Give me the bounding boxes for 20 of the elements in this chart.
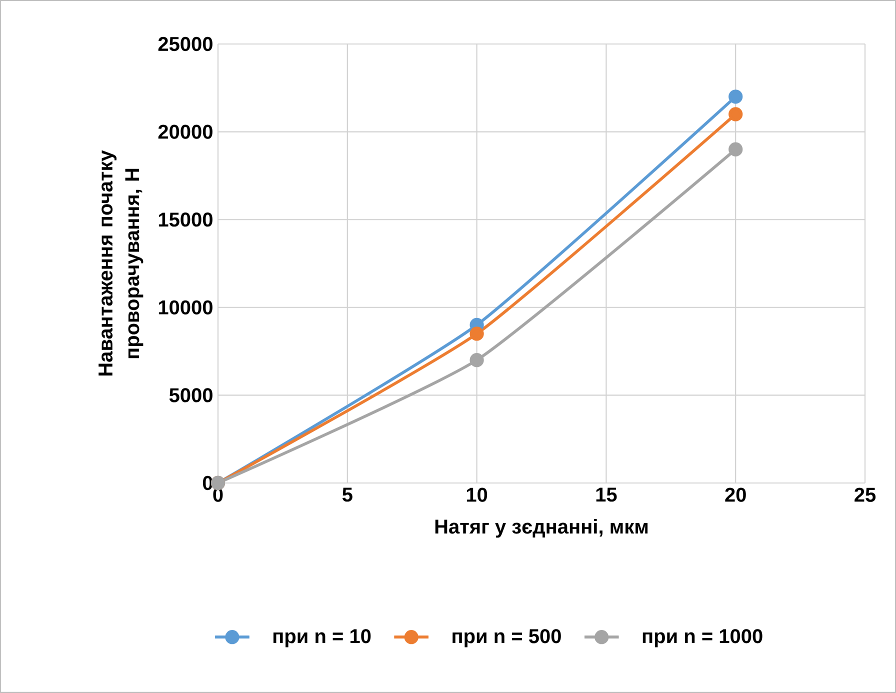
- point: [470, 353, 484, 368]
- x-tick-label: 25: [854, 488, 876, 502]
- legend-label: при n = 1000: [642, 629, 762, 648]
- y-tick-label: 20000: [158, 124, 212, 139]
- y-tick-label: 5000: [169, 388, 212, 402]
- legend-label: при n = 500: [452, 629, 561, 648]
- y-tick-label: 15000: [158, 212, 212, 227]
- point: [470, 326, 484, 341]
- x-tick-label: 5: [342, 488, 352, 502]
- y-tick-label: 10000: [158, 300, 212, 314]
- x-axis-title: Натяг у зєднанні, мкм: [435, 519, 648, 538]
- x-tick-label: 20: [725, 488, 746, 502]
- x-tick-label: 15: [596, 488, 617, 502]
- y-tick-label: 25000: [158, 36, 212, 52]
- point: [728, 142, 743, 156]
- point: [728, 90, 743, 104]
- point: [728, 107, 743, 122]
- y-axis-title: Навантаження початку проворачування, Н: [98, 150, 144, 376]
- x-tick-label: 10: [466, 488, 488, 502]
- legend-label: при n = 10: [273, 629, 371, 648]
